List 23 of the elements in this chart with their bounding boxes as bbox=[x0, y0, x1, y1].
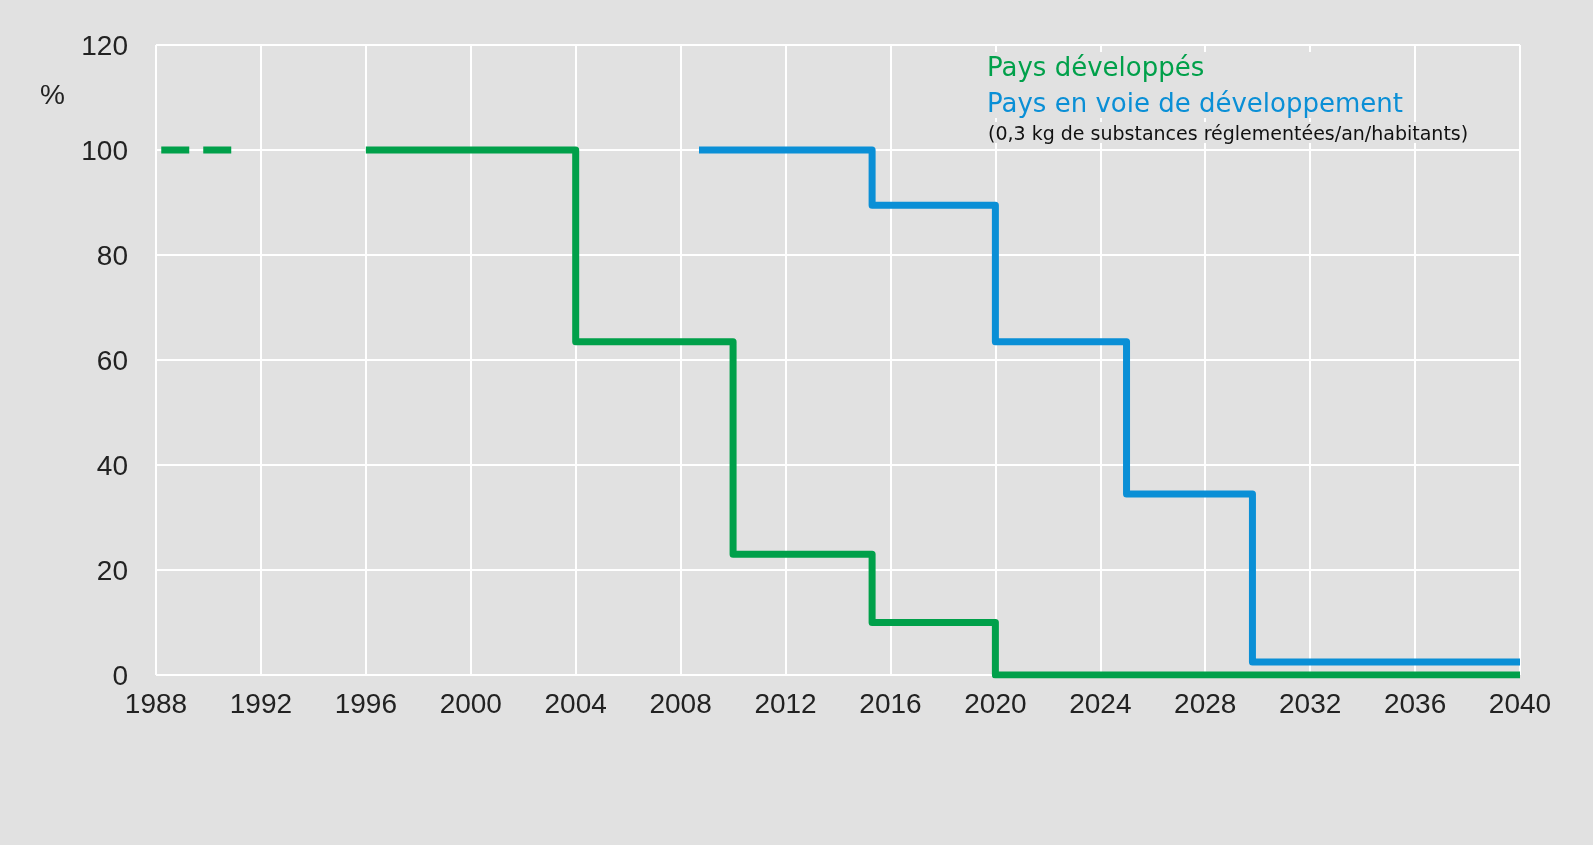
x-tick-label: 2040 bbox=[1488, 687, 1552, 719]
y-tick-label: 80 bbox=[96, 239, 128, 271]
text: Pays en voie de développement bbox=[987, 88, 1403, 118]
y-axis-title: % bbox=[40, 78, 65, 110]
x-tick-label: 2020 bbox=[964, 687, 1027, 719]
y-tick-label: 40 bbox=[96, 449, 128, 481]
x-tick-label: 2036 bbox=[1383, 687, 1447, 719]
y-tick-label: 20 bbox=[96, 554, 128, 586]
y-tick-label: 120 bbox=[81, 29, 128, 61]
x-tick-label: 2012 bbox=[754, 687, 817, 719]
x-tick-label: 2004 bbox=[544, 687, 607, 719]
x-tick-label: 1992 bbox=[229, 687, 293, 719]
x-tick-label: 2032 bbox=[1279, 687, 1342, 719]
y-tick-label: 100 bbox=[81, 134, 128, 166]
x-tick-label: 1996 bbox=[334, 687, 397, 719]
x-tick-label: 2028 bbox=[1174, 687, 1237, 719]
x-tick-label: 2016 bbox=[859, 687, 922, 719]
y-tick-label: 60 bbox=[96, 344, 128, 376]
x-tick-label: 2024 bbox=[1069, 687, 1132, 719]
x-tick-label: 2000 bbox=[439, 687, 502, 719]
annotation: (0,3 kg de substances réglementées/an/habitants) bbox=[988, 121, 1469, 144]
text: Pays développés bbox=[987, 52, 1205, 82]
x-tick-label: 2008 bbox=[649, 687, 712, 719]
